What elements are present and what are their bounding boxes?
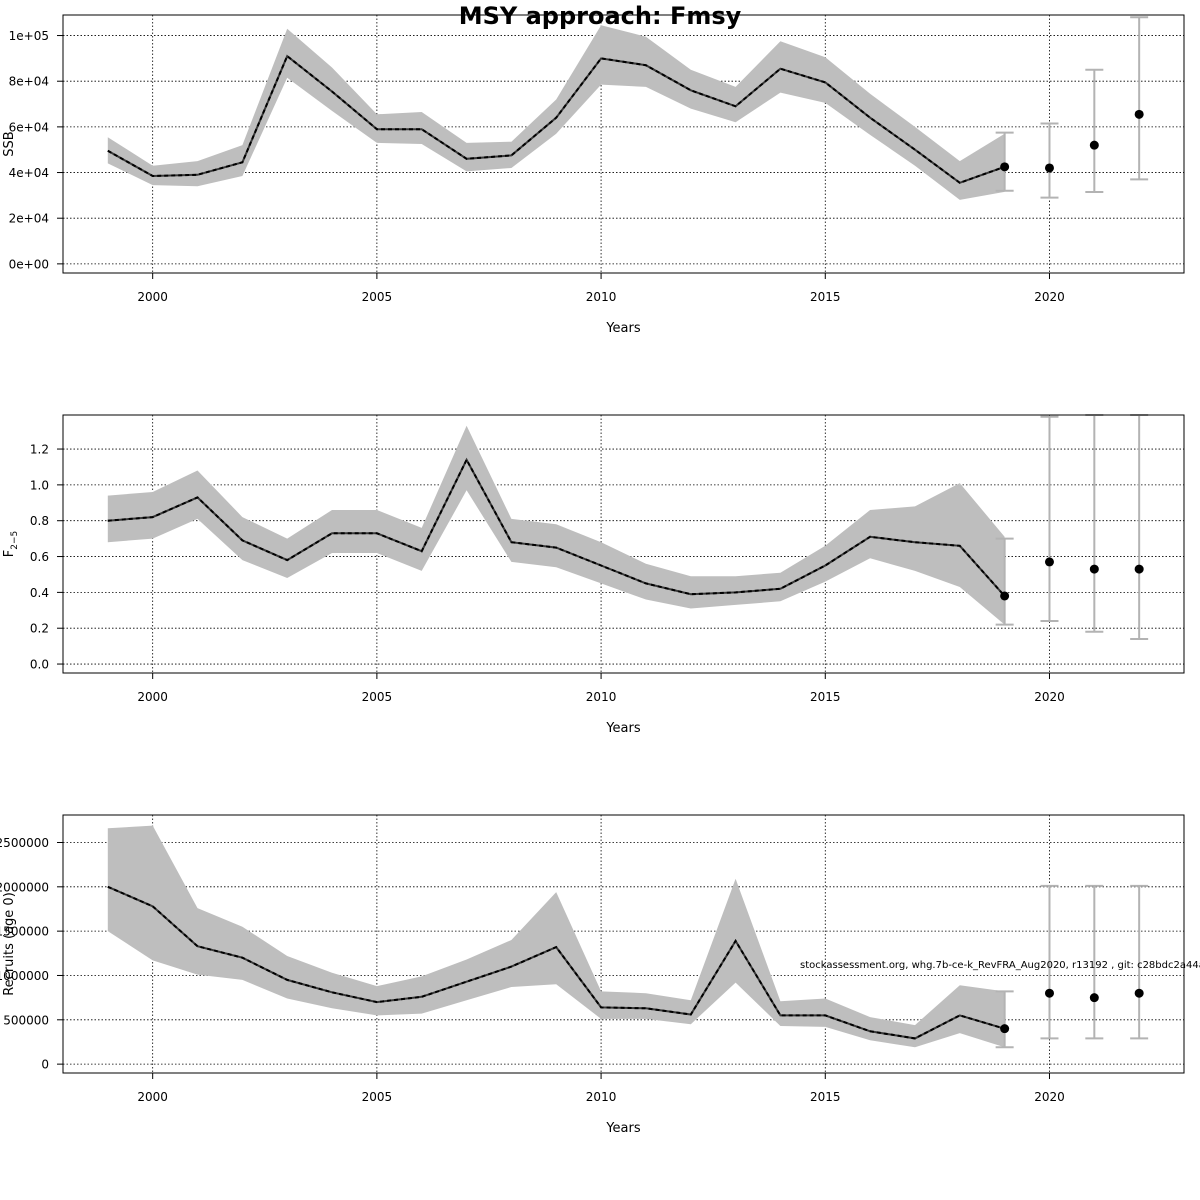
y-axis-label-subscript: 2−5: [10, 531, 20, 550]
y-axis-label-text: Recruits (age 0): [2, 892, 17, 996]
x-axis-label: Years: [605, 1121, 641, 1136]
y-tick-label: 2000000: [0, 880, 49, 894]
forecast-point: [1000, 1024, 1010, 1034]
y-tick-label: 500000: [3, 1013, 49, 1027]
y-tick-label: 8e+04: [9, 75, 49, 89]
y-tick-label: 1.0: [30, 478, 49, 492]
x-tick-label: 2010: [586, 290, 617, 304]
x-tick-label: 2020: [1034, 690, 1065, 704]
x-tick-label: 2005: [362, 1090, 393, 1104]
y-tick-label: 1.2: [30, 443, 49, 457]
forecast-point: [1000, 162, 1010, 172]
forecast-point: [1000, 591, 1010, 601]
forecast-point: [1134, 988, 1144, 998]
y-tick-label: 4e+04: [9, 166, 49, 180]
forecast-point: [1089, 564, 1099, 574]
y-tick-label: 1500000: [0, 925, 49, 939]
chart-title: MSY approach: Fmsy: [458, 2, 742, 30]
forecast-point: [1044, 557, 1054, 567]
plot-frame: [62, 814, 1185, 1074]
y-axis-label: Recruits (age 0): [2, 892, 17, 996]
y-axis-label-text: F: [2, 550, 17, 557]
x-tick-label: 2020: [1034, 290, 1065, 304]
x-tick-label: 2010: [586, 1090, 617, 1104]
y-axis-label-text: SSB: [2, 131, 17, 156]
x-tick-label: 2015: [810, 1090, 841, 1104]
y-tick-label: 0: [41, 1058, 49, 1072]
x-axis-label: Years: [605, 321, 641, 336]
y-tick-label: 0.8: [30, 514, 49, 528]
y-tick-label: 0.6: [30, 550, 49, 564]
x-axis-label: Years: [605, 721, 641, 736]
plot-frame: [62, 14, 1185, 274]
forecast-point: [1044, 988, 1054, 998]
y-tick-label: 6e+04: [9, 120, 49, 134]
estimate-line-dashed: [107, 457, 1006, 597]
x-tick-label: 2005: [362, 290, 393, 304]
y-tick-label: 0.2: [30, 622, 49, 636]
x-tick-label: 2000: [137, 290, 168, 304]
confidence-band: [107, 825, 1005, 1048]
x-tick-label: 2000: [137, 1090, 168, 1104]
x-tick-label: 2010: [586, 690, 617, 704]
x-tick-label: 2015: [810, 690, 841, 704]
x-tick-label: 2015: [810, 290, 841, 304]
forecast-point: [1134, 564, 1144, 574]
forecast-point: [1044, 163, 1054, 173]
forecast-point: [1089, 140, 1099, 150]
confidence-band: [107, 25, 1005, 200]
y-tick-label: 1000000: [0, 969, 49, 983]
confidence-band: [107, 425, 1005, 625]
estimate-line-dashed: [107, 885, 1005, 1040]
estimate-line-dashed: [107, 54, 1005, 184]
y-tick-label: 2500000: [0, 836, 49, 850]
y-axis-label: SSB: [2, 131, 17, 156]
y-tick-label: 1e+05: [9, 29, 49, 43]
y-tick-label: 0.4: [30, 586, 49, 600]
forecast-point: [1134, 109, 1144, 119]
attribution-note: stockassessment.org, whg.7b-ce-k_RevFRA_…: [800, 960, 1200, 971]
y-tick-label: 2e+04: [9, 212, 49, 226]
y-tick-label: 0e+00: [9, 257, 49, 271]
y-tick-label: 0.0: [30, 658, 49, 672]
forecast-point: [1089, 993, 1099, 1003]
plot-frame: [62, 414, 1185, 674]
x-tick-label: 2000: [137, 690, 168, 704]
y-axis-label: F2−5: [2, 531, 20, 557]
x-tick-label: 2005: [362, 690, 393, 704]
x-tick-label: 2020: [1034, 1090, 1065, 1104]
